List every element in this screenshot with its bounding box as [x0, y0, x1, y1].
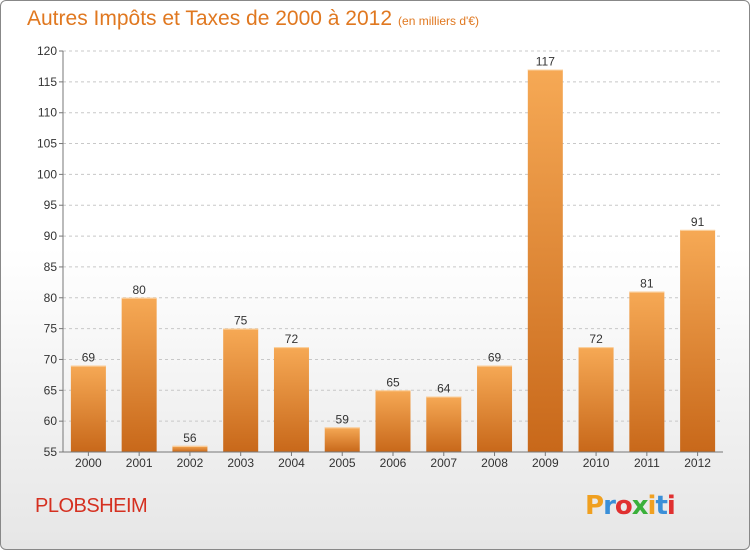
x-tick-label: 2010 [583, 456, 610, 470]
logo-letter: P [585, 491, 604, 521]
data-label: 56 [183, 431, 197, 445]
data-label: 81 [640, 277, 654, 291]
bar [578, 347, 614, 452]
logo-letter: t [655, 491, 667, 521]
bar [477, 365, 513, 452]
y-tick-label: 90 [44, 229, 58, 243]
title-text: Autres Impôts et Taxes de 2000 à 2012 [27, 7, 393, 30]
data-label: 72 [589, 332, 603, 346]
logo-letter: x [631, 491, 649, 521]
y-tick-label: 115 [38, 75, 57, 89]
logo-letter: i [647, 491, 657, 521]
y-tick-label: 70 [44, 352, 58, 366]
data-label: 64 [437, 381, 451, 395]
x-tick-label: 2009 [532, 456, 559, 470]
y-tick-label: 65 [44, 383, 58, 397]
data-label: 65 [386, 375, 400, 389]
logo-letter: o [614, 491, 633, 521]
x-tick-label: 2004 [278, 456, 305, 470]
data-label: 117 [536, 55, 555, 69]
x-tick-label: 2007 [430, 456, 457, 470]
x-tick-label: 2011 [634, 456, 660, 470]
x-tick-label: 2006 [380, 456, 407, 470]
y-tick-label: 60 [44, 414, 58, 428]
logo-letter: i [666, 491, 676, 521]
y-tick-label: 85 [44, 260, 58, 274]
data-label: 59 [336, 412, 350, 426]
bar [375, 390, 411, 452]
y-axis: 55 60 65 70 75 80 85 90 95 100 105 110 115 120 [37, 44, 64, 459]
bar [121, 297, 157, 452]
bar [527, 69, 563, 452]
y-tick-label: 105 [37, 137, 57, 151]
x-tick-label: 2005 [329, 456, 356, 470]
proxiti-logo: Proxiti [585, 491, 676, 521]
title-unit: (en milliers d'€) [398, 14, 480, 28]
bar [324, 427, 360, 452]
bar [172, 445, 208, 452]
data-label: 75 [234, 314, 248, 328]
chart-title: Autres Impôts et Taxes de 2000 à 2012 (en… [27, 7, 479, 31]
x-tick-label: 2002 [177, 456, 204, 470]
y-tick-label: 55 [44, 445, 58, 459]
x-axis: 2000 2001 2002 2003 2004 2005 2006 2007 2008 2009… [63, 451, 723, 470]
x-tick-label: 2008 [481, 456, 508, 470]
y-tick-label: 120 [37, 44, 57, 58]
data-label: 69 [82, 351, 96, 365]
y-tick-label: 95 [44, 198, 58, 212]
x-tick-label: 2000 [75, 456, 102, 470]
y-tick-label: 100 [37, 167, 57, 181]
y-tick-label: 75 [44, 322, 58, 336]
x-tick-label: 2001 [126, 456, 153, 470]
y-tick-label: 110 [38, 106, 57, 120]
data-label: 69 [488, 351, 502, 365]
data-label: 91 [691, 215, 705, 229]
bar [680, 229, 716, 452]
bar [223, 328, 259, 452]
y-tick-label: 80 [44, 291, 58, 305]
bar [273, 347, 309, 452]
commune-name: PLOBSHEIM [35, 495, 148, 517]
x-tick-label: 2003 [227, 456, 254, 470]
data-label: 80 [132, 283, 146, 297]
bar [426, 396, 462, 452]
x-tick-label: 2012 [684, 456, 711, 470]
bars: 69 80 56 75 72 59 65 64 69 117 72 81 91 [70, 55, 716, 452]
logo-letter: r [603, 491, 616, 521]
data-label: 72 [285, 332, 299, 346]
bar [629, 291, 665, 452]
bar [70, 365, 106, 452]
